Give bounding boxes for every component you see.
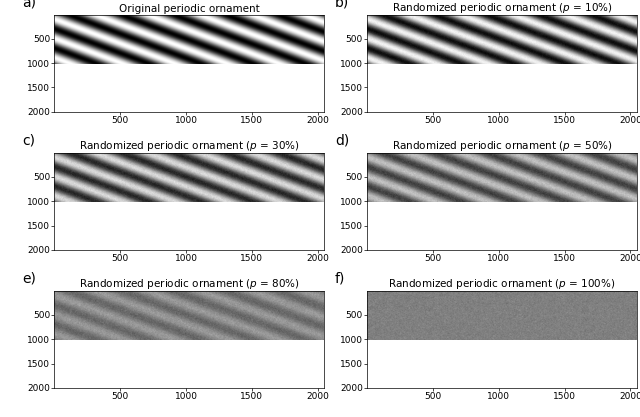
Title: Randomized periodic ornament ($p$ = 50%): Randomized periodic ornament ($p$ = 50%) — [392, 138, 612, 153]
Title: Randomized periodic ornament ($p$ = 30%): Randomized periodic ornament ($p$ = 30%) — [79, 138, 300, 153]
Text: d): d) — [335, 134, 349, 148]
Text: e): e) — [22, 272, 36, 286]
Title: Randomized periodic ornament ($p$ = 10%): Randomized periodic ornament ($p$ = 10%) — [392, 0, 612, 15]
Text: c): c) — [22, 134, 35, 148]
Title: Original periodic ornament: Original periodic ornament — [119, 4, 260, 14]
Text: f): f) — [335, 272, 345, 286]
Title: Randomized periodic ornament ($p$ = 100%): Randomized periodic ornament ($p$ = 100%… — [388, 276, 616, 291]
Title: Randomized periodic ornament ($p$ = 80%): Randomized periodic ornament ($p$ = 80%) — [79, 276, 300, 291]
Text: b): b) — [335, 0, 349, 10]
Text: a): a) — [22, 0, 36, 10]
